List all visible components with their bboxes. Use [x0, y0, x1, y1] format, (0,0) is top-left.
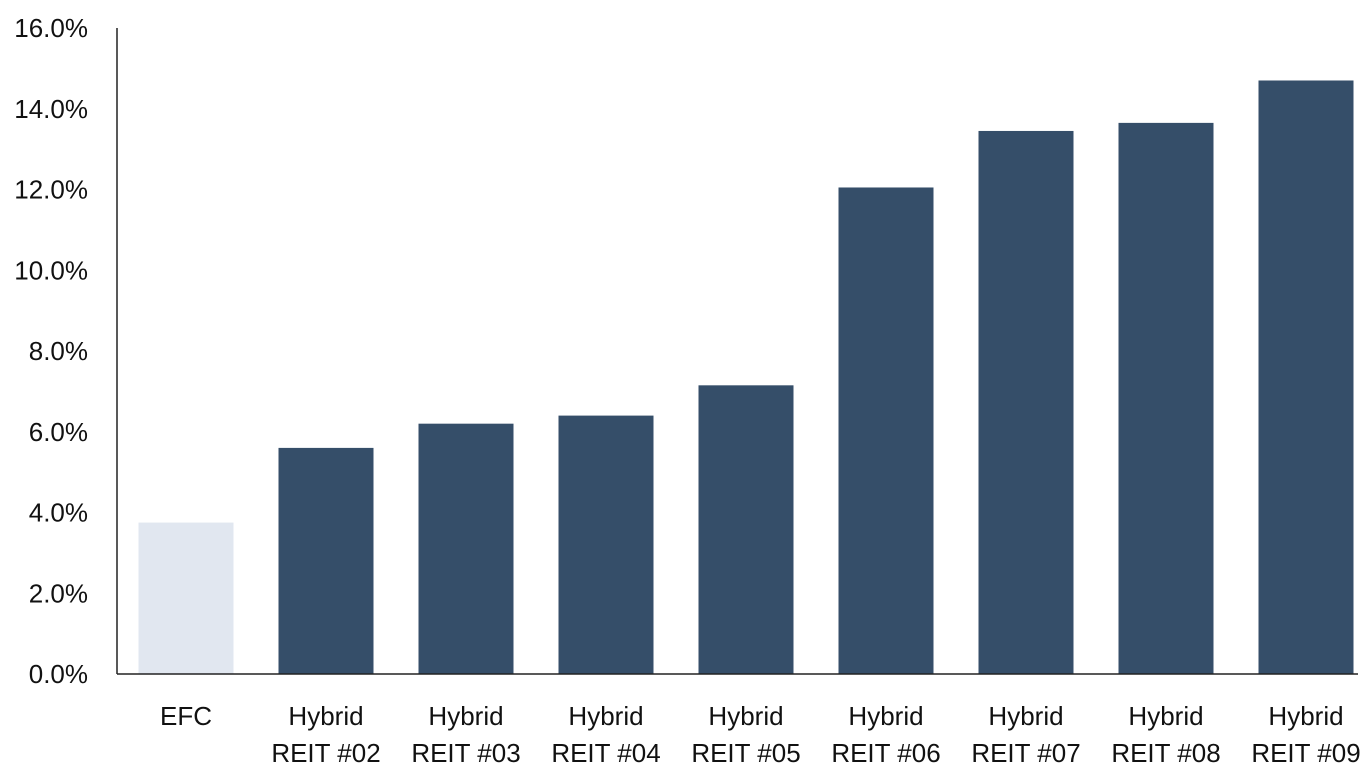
x-category-label-line: EFC [160, 701, 212, 731]
bar [698, 385, 794, 674]
x-category-label-line: REIT #05 [691, 738, 800, 764]
x-axis-labels: EFC Hybrid REIT #02 Hybrid REIT #03 Hybrid REI… [160, 701, 1361, 764]
x-category-label-line: Hybrid [288, 701, 363, 731]
x-category-label-line: Hybrid [708, 701, 783, 731]
x-category-label: Hybrid REIT #06 [831, 701, 940, 764]
x-category-label-line: REIT #08 [1111, 738, 1220, 764]
y-tick-label: 6.0% [29, 417, 88, 447]
bar [978, 130, 1074, 675]
x-category-label: Hybrid REIT #07 [971, 701, 1080, 764]
x-category-label: Hybrid REIT #09 [1251, 701, 1360, 764]
x-category-label-line: REIT #04 [551, 738, 660, 764]
bar [138, 522, 234, 674]
x-category-label-line: Hybrid [988, 701, 1063, 731]
x-category-label-line: Hybrid [428, 701, 503, 731]
y-tick-label: 12.0% [14, 175, 88, 205]
bar [1258, 80, 1354, 675]
x-category-label-line: REIT #02 [271, 738, 380, 764]
x-category-label-line: Hybrid [568, 701, 643, 731]
x-category-label: Hybrid REIT #03 [411, 701, 520, 764]
y-tick-label: 16.0% [14, 13, 88, 43]
x-category-label: Hybrid REIT #08 [1111, 701, 1220, 764]
x-category-label: Hybrid REIT #05 [691, 701, 800, 764]
x-category-label-line: Hybrid [848, 701, 923, 731]
x-category-label: EFC [160, 701, 212, 731]
x-category-label-line: REIT #07 [971, 738, 1080, 764]
bar [838, 187, 934, 674]
x-category-label: Hybrid REIT #02 [271, 701, 380, 764]
y-tick-label: 8.0% [29, 336, 88, 366]
y-tick-label: 10.0% [14, 255, 88, 285]
x-category-label: Hybrid REIT #04 [551, 701, 660, 764]
x-category-label-line: Hybrid [1128, 701, 1203, 731]
bar [1118, 122, 1214, 675]
x-category-label-line: REIT #03 [411, 738, 520, 764]
bar [418, 423, 514, 674]
y-tick-label: 14.0% [14, 94, 88, 124]
x-category-label-line: REIT #06 [831, 738, 940, 764]
x-category-label-line: REIT #09 [1251, 738, 1360, 764]
bars [138, 80, 1354, 675]
y-tick-label: 0.0% [29, 659, 88, 689]
bar [278, 447, 374, 674]
y-tick-label: 2.0% [29, 578, 88, 608]
y-axis-ticks: 0.0% 2.0% 4.0% 6.0% 8.0% 10.0% 12.0% 14.0% 16.0% [14, 13, 88, 689]
x-category-label-line: Hybrid [1268, 701, 1343, 731]
y-tick-label: 4.0% [29, 498, 88, 528]
bar [558, 415, 654, 674]
